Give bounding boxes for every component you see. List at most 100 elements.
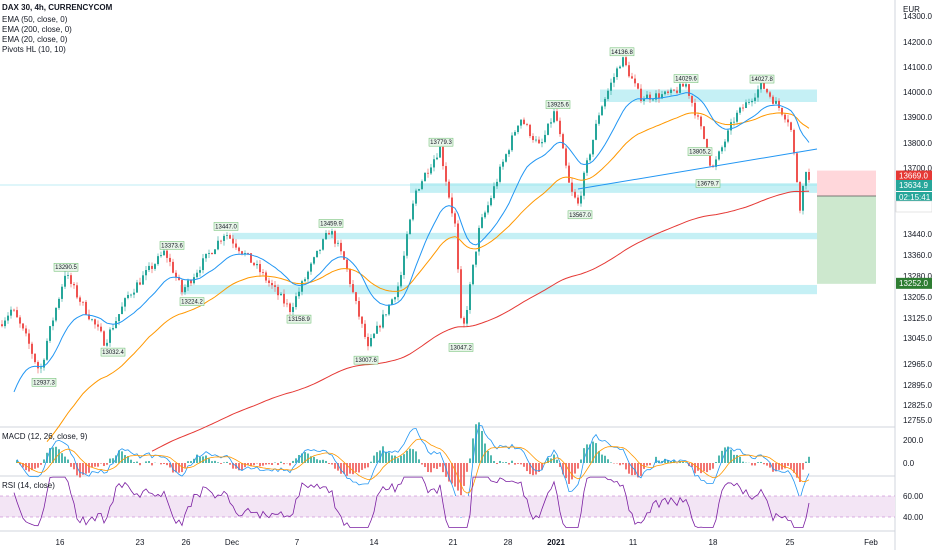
macd-histogram-bar [397, 458, 399, 463]
macd-histogram-bar [424, 463, 426, 468]
macd-histogram-bar [400, 455, 402, 463]
macd-histogram-bar [283, 463, 285, 465]
time-tick-label: 14 [370, 538, 379, 547]
macd-histogram-bar [625, 463, 627, 470]
macd-histogram-bar [661, 460, 663, 463]
candle-body [682, 83, 684, 87]
candle-body [478, 227, 480, 252]
pivot-low-box [687, 147, 713, 156]
macd-histogram-bar [97, 463, 99, 467]
macd-histogram-bar [223, 462, 225, 463]
candle-body [580, 195, 582, 204]
candle-body [184, 287, 186, 293]
candle-body [796, 153, 798, 183]
candle-body [226, 235, 228, 236]
macd-histogram-bar [127, 456, 129, 463]
candle-body [373, 333, 375, 339]
candle-body [7, 315, 9, 321]
macd-histogram-bar [334, 463, 336, 469]
macd-histogram-bar [412, 449, 414, 463]
macd-histogram-bar [514, 463, 516, 465]
macd-histogram-bar [112, 458, 114, 463]
macd-histogram-bar [520, 463, 522, 465]
candle-body [463, 317, 465, 324]
candle-body [799, 182, 801, 211]
macd-histogram-bar [232, 463, 234, 469]
candle-body [349, 269, 351, 285]
pivot-high-label: 14029.6 [675, 77, 697, 83]
candle-body [214, 249, 216, 255]
candle-body [754, 97, 756, 101]
macd-histogram-bar [799, 463, 801, 482]
pivot-high-box [213, 222, 239, 231]
candle-body [364, 323, 366, 337]
macd-histogram-bar [130, 459, 132, 463]
candle-body [538, 139, 540, 144]
macd-histogram-bar [121, 451, 123, 463]
time-tick-label: 7 [295, 538, 300, 547]
candle-body [772, 96, 774, 104]
candle-body [280, 293, 282, 296]
macd-histogram-bar [436, 463, 438, 469]
candle-body [244, 253, 246, 255]
macd-histogram-bar [403, 454, 405, 463]
macd-histogram-bar [43, 459, 45, 463]
macd-histogram-bar [247, 463, 249, 465]
macd-histogram-bar [190, 461, 192, 463]
candle-body [562, 134, 564, 149]
candle-body [229, 235, 231, 239]
macd-title: MACD (12, 26, close, 9) [2, 432, 88, 441]
price-tag [896, 192, 932, 204]
macd-histogram-bar [265, 463, 267, 465]
price-tick-label: 13700.0 [903, 164, 932, 173]
candle-body [415, 190, 417, 204]
macd-histogram-bar [556, 459, 558, 463]
candle-body [289, 303, 291, 313]
macd-histogram-bar [721, 450, 723, 463]
candle-body [73, 283, 75, 286]
price-tag-label: 13559.0 [899, 202, 928, 211]
macd-histogram-bar [670, 461, 672, 463]
macd-histogram-bar [610, 462, 612, 463]
macd-histogram-bar [478, 422, 480, 463]
candle-body [616, 68, 618, 78]
macd-histogram-bar [460, 463, 462, 496]
macd-histogram-bar [325, 460, 327, 463]
pivot-low-label: 13224.2 [181, 300, 203, 306]
candle-body [31, 343, 33, 354]
candle-body [421, 181, 423, 190]
candle-body [664, 91, 666, 95]
candle-body [802, 185, 804, 211]
pivot-low-label: 13158.9 [288, 317, 310, 323]
macd-histogram-bar [718, 455, 720, 463]
macd-histogram-bar [277, 463, 279, 465]
macd-histogram-bar [316, 459, 318, 463]
rsi-line [13, 476, 810, 528]
candle-body [685, 84, 687, 87]
candle-body [322, 239, 324, 250]
candle-body [19, 317, 21, 324]
candle-body [163, 250, 165, 256]
pivot-high-label: 14136.8 [611, 50, 633, 56]
price-panel[interactable] [0, 0, 895, 427]
pivot-low-label: 13007.6 [355, 358, 377, 364]
rsi-title: RSI (14, close) [2, 481, 55, 490]
candle-body [793, 129, 795, 154]
candle-body [355, 292, 357, 302]
macd-histogram-bar [352, 463, 354, 475]
trendline[interactable] [577, 148, 818, 190]
candle-body [424, 172, 426, 182]
price-tick-label: 13360.0 [903, 251, 932, 260]
pivot-high-box [318, 219, 344, 228]
candle-body [178, 276, 180, 280]
candle-body [760, 82, 762, 90]
candle-body [496, 181, 498, 187]
short-position-box[interactable] [817, 170, 876, 284]
macd-histogram-bar [388, 452, 390, 463]
candle-body [511, 135, 513, 151]
macd-histogram-bar [475, 424, 477, 463]
macd-histogram-bar [187, 461, 189, 463]
candle-body [46, 340, 48, 360]
candle-body [190, 280, 192, 284]
